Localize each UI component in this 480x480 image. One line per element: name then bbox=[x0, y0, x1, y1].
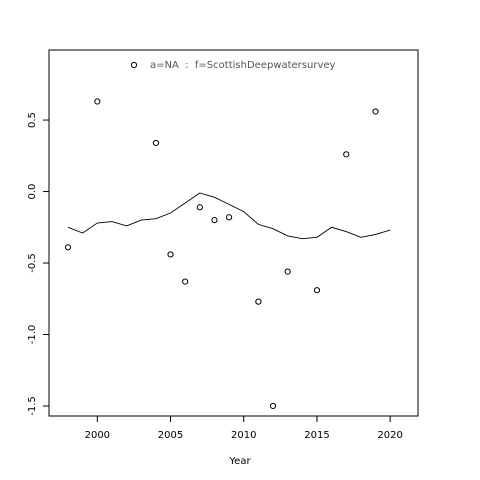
x-tick-label: 2015 bbox=[304, 430, 329, 441]
x-tick-label: 2005 bbox=[158, 430, 183, 441]
x-tick-label: 2000 bbox=[85, 430, 110, 441]
x-axis: 2000 2005 2010 2015 2020 bbox=[85, 415, 403, 441]
y-tick-label: -1.0 bbox=[27, 325, 38, 345]
data-point bbox=[211, 217, 218, 224]
data-point bbox=[284, 268, 291, 275]
fitted-line-series bbox=[67, 192, 391, 240]
legend-label: a=NA : f=ScottishDeepwatersurvey bbox=[150, 60, 336, 71]
data-point bbox=[226, 214, 233, 221]
legend-marker bbox=[130, 61, 138, 69]
data-point bbox=[269, 402, 277, 410]
data-point bbox=[167, 251, 174, 258]
data-point bbox=[152, 139, 159, 147]
data-point bbox=[94, 98, 101, 105]
x-axis-title: Year bbox=[228, 456, 251, 467]
data-point bbox=[64, 244, 72, 251]
observation-points bbox=[64, 98, 379, 410]
x-tick-label: 2020 bbox=[377, 430, 402, 441]
fitted-line bbox=[67, 192, 391, 240]
data-point bbox=[255, 298, 262, 305]
data-point bbox=[313, 287, 321, 294]
plot-frame bbox=[48, 49, 419, 417]
legend: a=NA : f=ScottishDeepwatersurvey bbox=[130, 60, 336, 71]
data-point bbox=[372, 108, 379, 115]
y-tick-label: 0.0 bbox=[27, 184, 38, 200]
y-tick-label: 0.5 bbox=[27, 112, 38, 128]
y-axis: -1.5 -1.0 -0.5 0.0 0.5 bbox=[27, 112, 50, 416]
x-tick-label: 2010 bbox=[231, 430, 256, 441]
y-tick-label: -0.5 bbox=[27, 253, 38, 273]
data-point bbox=[182, 278, 189, 285]
data-point bbox=[343, 151, 350, 158]
data-point bbox=[196, 204, 203, 211]
y-tick-label: -1.5 bbox=[27, 396, 38, 416]
